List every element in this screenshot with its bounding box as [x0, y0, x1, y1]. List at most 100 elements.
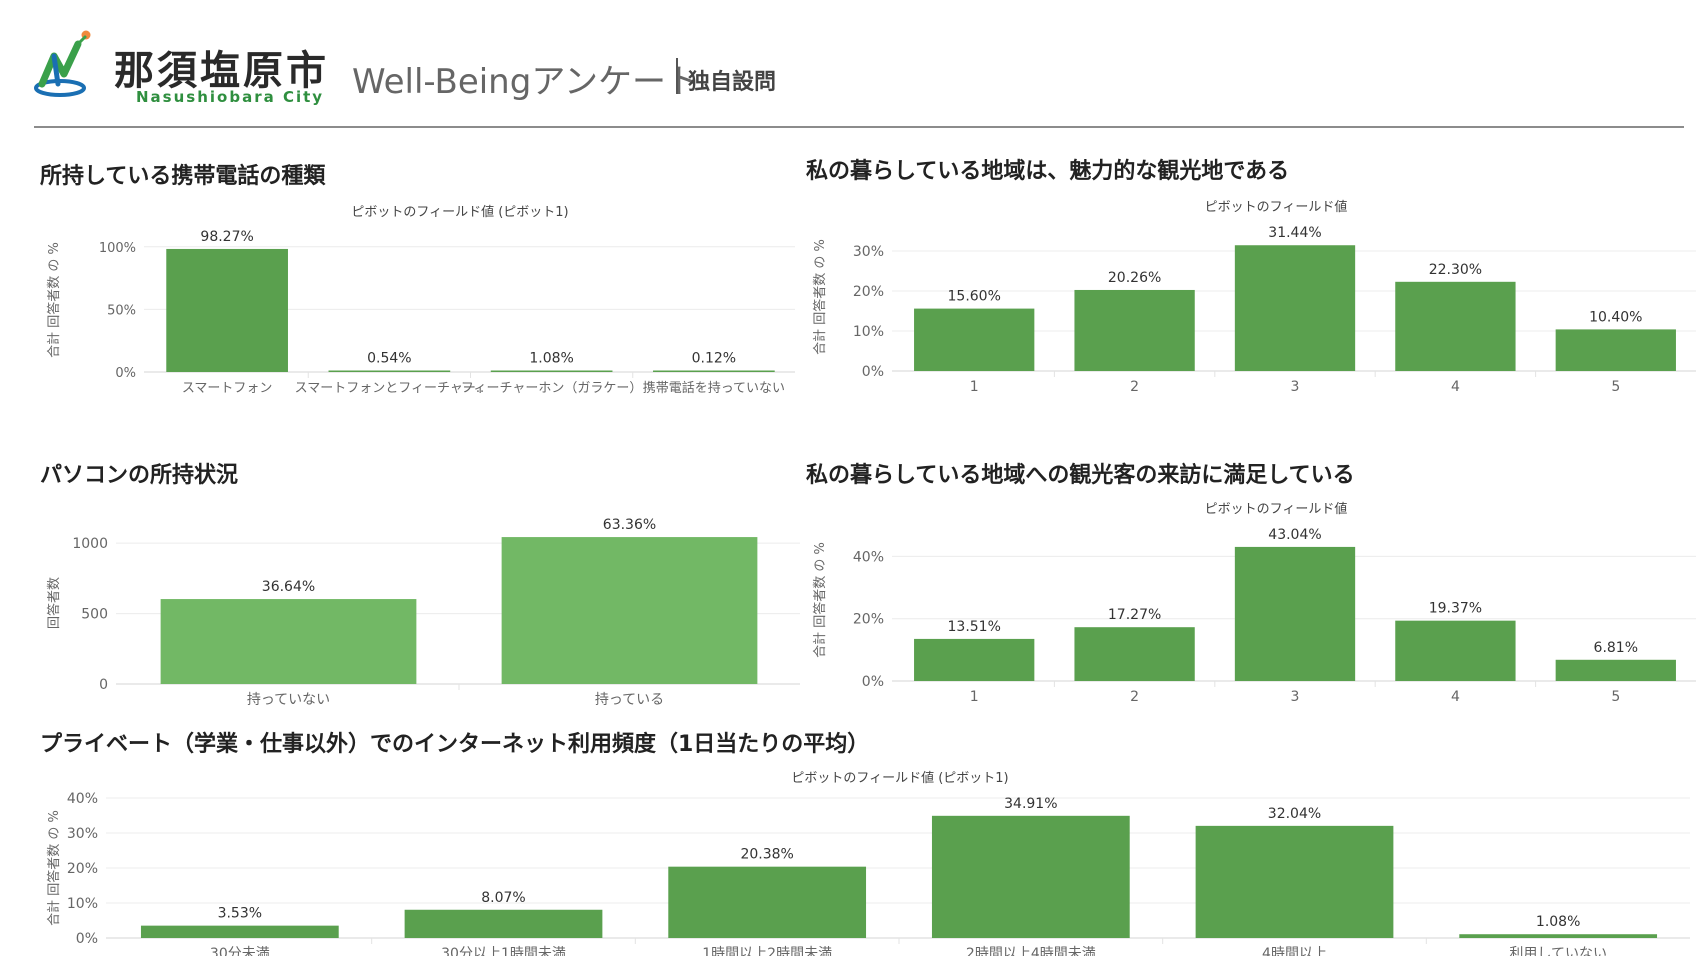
pc-y-tick-label: 1000 — [72, 536, 108, 552]
visitors-data-label: 43.04% — [1268, 527, 1321, 543]
internet-bar[interactable] — [668, 866, 867, 938]
internet-x-tick-label: 2時間以上4時間未満 — [966, 946, 1096, 956]
chart-internet: ピボットのフィールド値 (ピボット1) 合計 回答者数 の % 0% 10% 20% 30… — [40, 768, 1690, 956]
internet-bar[interactable] — [1195, 825, 1394, 938]
dashboard-header: 那須塩原市 Nasushiobara City Well-Beingアンケート … — [0, 0, 1706, 128]
tourism-y-tick-label: 30% — [853, 244, 884, 260]
visitors-bar[interactable] — [1395, 620, 1516, 681]
phone-bar[interactable] — [653, 370, 775, 373]
internet-data-label: 34.91% — [1004, 796, 1057, 812]
visitors-y-tick-label: 20% — [853, 612, 884, 628]
tourism-bar[interactable] — [1074, 289, 1195, 371]
pc-data-label: 36.64% — [262, 579, 315, 595]
tourism-y-tick-label: 20% — [853, 284, 884, 300]
visitors-bar[interactable] — [1234, 546, 1356, 681]
internet-y-axis-label: 合計 回答者数 の % — [46, 810, 62, 926]
pc-x-tick-label: 持っている — [595, 692, 664, 708]
phone-data-label: 98.27% — [200, 229, 253, 245]
header-divider — [34, 126, 1684, 128]
internet-x-tick-label: 30分未満 — [210, 946, 270, 956]
visitors-data-label: 13.51% — [948, 619, 1001, 635]
internet-y-tick-label: 10% — [67, 896, 98, 912]
internet-bar[interactable] — [1459, 934, 1658, 938]
phone-y-tick-label: 0% — [115, 366, 136, 381]
phone-bar[interactable] — [328, 370, 451, 373]
visitors-y-axis-label: 合計 回答者数 の % — [812, 542, 828, 658]
tourism-data-label: 10.40% — [1589, 309, 1642, 325]
phone-chart-title: ピボットのフィールド値 (ピボット1) — [351, 204, 568, 220]
internet-data-label: 32.04% — [1268, 806, 1321, 822]
section-title-tourism: 私の暮らしている地域は、魅力的な観光地である — [806, 159, 1290, 184]
internet-x-tick-label: 1時間以上2時間未満 — [702, 946, 832, 956]
visitors-bar[interactable] — [1555, 659, 1676, 681]
phone-y-axis-label: 合計 回答者数 の % — [46, 242, 62, 358]
internet-y-tick-label: 20% — [67, 861, 98, 877]
pc-y-axis-label: 回答者数 — [46, 577, 62, 629]
tourism-x-tick-label: 3 — [1291, 379, 1300, 395]
phone-data-label: 1.08% — [529, 351, 573, 367]
tourism-bar[interactable] — [1234, 245, 1356, 371]
tourism-data-label: 15.60% — [948, 289, 1001, 305]
phone-bar[interactable] — [166, 248, 288, 372]
tourism-bar[interactable] — [914, 308, 1035, 371]
section-title-phone: 所持している携帯電話の種類 — [40, 164, 326, 189]
visitors-data-label: 17.27% — [1108, 607, 1161, 623]
pc-bar[interactable] — [501, 537, 758, 684]
pc-y-tick-label: 0 — [99, 677, 108, 693]
tourism-x-tick-label: 5 — [1611, 379, 1620, 395]
city-logo-icon — [34, 30, 91, 97]
internet-bar[interactable] — [140, 925, 339, 938]
pc-data-label: 63.36% — [603, 517, 656, 533]
visitors-data-label: 6.81% — [1594, 640, 1638, 656]
pc-bar[interactable] — [160, 599, 417, 684]
visitors-bar[interactable] — [914, 638, 1035, 681]
title-separator — [676, 58, 678, 94]
tourism-y-tick-label: 0% — [862, 364, 884, 380]
survey-title: Well-Beingアンケート — [352, 62, 700, 102]
tourism-data-label: 20.26% — [1108, 270, 1161, 286]
visitors-x-tick-label: 5 — [1611, 689, 1620, 705]
visitors-x-tick-label: 3 — [1291, 689, 1300, 705]
internet-x-tick-label: 30分以上1時間未満 — [441, 946, 566, 956]
internet-y-tick-label: 40% — [67, 791, 98, 807]
tourism-x-tick-label: 2 — [1130, 379, 1139, 395]
chart-pc: 回答者数 0 500 1000 36.64% 持っていない 63.36% 持っている — [40, 500, 800, 720]
phone-x-tick-label: フィーチャーホン（ガラケー） — [461, 381, 643, 396]
phone-data-label: 0.54% — [367, 351, 411, 367]
survey-subtitle: 独自設問 — [688, 70, 777, 95]
tourism-chart-title: ピボットのフィールド値 — [1205, 199, 1348, 215]
tourism-data-label: 31.44% — [1268, 225, 1321, 241]
internet-bar[interactable] — [404, 909, 603, 938]
chart-pc-svg: 回答者数 0 500 1000 36.64% 持っていない 63.36% 持っている — [46, 517, 800, 708]
visitors-y-tick-label: 40% — [853, 549, 884, 565]
internet-chart-title: ピボットのフィールド値 (ピボット1) — [791, 770, 1008, 786]
internet-data-label: 3.53% — [218, 906, 262, 922]
city-logo-english: Nasushiobara City — [136, 88, 325, 106]
tourism-y-axis-label: 合計 回答者数 の % — [812, 239, 828, 355]
internet-data-label: 1.08% — [1536, 914, 1580, 930]
internet-y-tick-label: 30% — [67, 826, 98, 842]
internet-data-label: 8.07% — [481, 890, 525, 906]
internet-y-tick-label: 0% — [76, 931, 98, 947]
phone-x-tick-label: スマートフォン — [182, 381, 273, 396]
section-title-internet: プライベート（学業・仕事以外）でのインターネット利用頻度（1日当たりの平均） — [40, 732, 870, 757]
visitors-chart-title: ピボットのフィールド値 — [1205, 501, 1348, 517]
tourism-bar[interactable] — [1555, 329, 1676, 371]
tourism-x-tick-label: 1 — [970, 379, 979, 395]
internet-x-tick-label: 4時間以上 — [1262, 946, 1327, 956]
visitors-x-tick-label: 4 — [1451, 689, 1460, 705]
phone-data-label: 0.12% — [692, 351, 736, 367]
internet-bar[interactable] — [931, 815, 1130, 938]
internet-data-label: 20.38% — [740, 847, 793, 863]
tourism-y-tick-label: 10% — [853, 324, 884, 340]
tourism-bar[interactable] — [1395, 281, 1516, 371]
pc-x-tick-label: 持っていない — [247, 692, 330, 708]
chart-phone: ピボットのフィールド値 (ピボット1) 合計 回答者数 の % 0% 50% 100% 9… — [40, 200, 795, 440]
chart-tourism: ピボットのフィールド値合計 回答者数 の % 0% 10% 20% 30% 15.60% 1… — [806, 195, 1696, 440]
phone-bar[interactable] — [490, 370, 613, 373]
city-logo-name: 那須塩原市 — [114, 48, 329, 94]
visitors-bar[interactable] — [1074, 627, 1195, 681]
visitors-x-tick-label: 2 — [1130, 689, 1139, 705]
